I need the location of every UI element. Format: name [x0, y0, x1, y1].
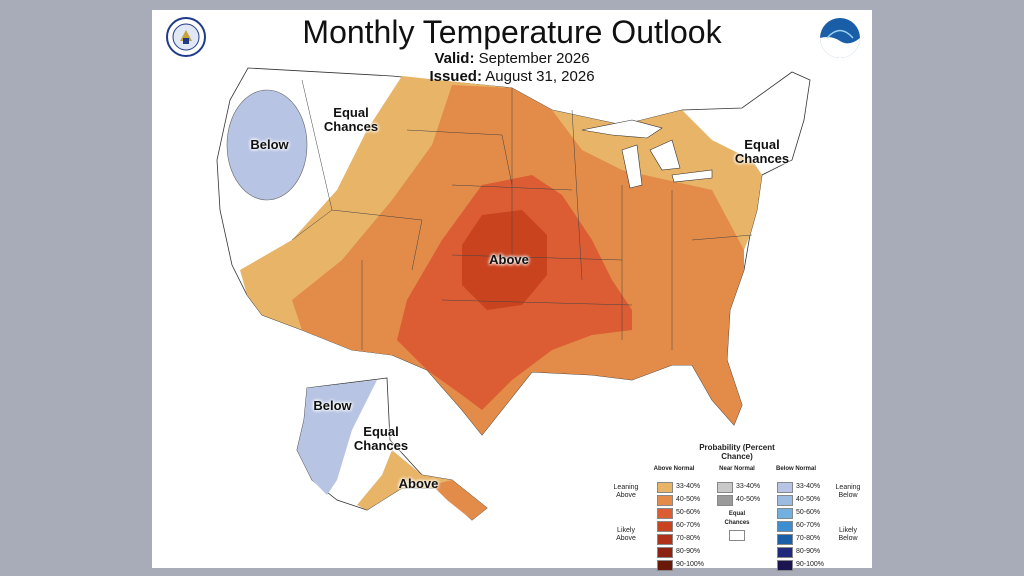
legend-near-swatch: [717, 482, 733, 493]
legend-leaning-below: Leaning Below: [835, 484, 861, 499]
legend-below-swatch: [777, 560, 793, 571]
valid-value: September 2026: [478, 50, 590, 67]
legend-below-swatch: [777, 495, 793, 506]
legend-above-label: 40-50%: [676, 496, 701, 503]
legend-above-swatch: [657, 547, 673, 558]
legend-below-label: 60-70%: [796, 522, 821, 529]
legend-likely-above: Likely Above: [616, 527, 636, 542]
alaska-above-40-50: [432, 480, 487, 520]
legend-equal-chances: Equal Chances: [724, 511, 750, 526]
outlook-panel: Monthly Temperature Outlook Valid: Septe…: [152, 10, 872, 571]
legend-below-swatch: [777, 521, 793, 532]
legend-equal-chances-swatch: [729, 530, 745, 541]
valid-line: Valid: September 2026: [152, 50, 872, 67]
legend-above-swatch: [657, 508, 673, 519]
region-above-60-70: [462, 210, 547, 310]
legend-near-header: Near Normal: [719, 466, 755, 472]
legend-below-header: Below Normal: [775, 466, 816, 472]
legend-below-label: 33-40%: [796, 483, 821, 490]
temperature-outlook-map: [216, 67, 811, 521]
legend-above-swatch: [657, 534, 673, 545]
legend-above-swatch: [657, 482, 673, 493]
label-equal-chances-east: Equal Chances: [734, 137, 790, 166]
alaska-below: [297, 380, 377, 495]
legend-below-label: 40-50%: [796, 496, 821, 503]
label-alaska-equal-chances: Equal Chances: [353, 424, 409, 453]
label-above-central: Above: [489, 252, 529, 267]
label-below-west: Below: [250, 137, 289, 152]
legend-above-label: 80-90%: [676, 548, 701, 555]
legend-above-swatch: [657, 560, 673, 571]
legend-near-swatch: [717, 495, 733, 506]
legend-above-label: 33-40%: [676, 483, 701, 490]
issued-value: August 31, 2026: [485, 68, 595, 85]
legend-below-swatch: [777, 547, 793, 558]
legend-below-label: 80-90%: [796, 548, 821, 555]
legend-below-label: 50-60%: [796, 509, 821, 516]
issued-line: Issued: August 31, 2026: [152, 68, 872, 85]
legend-below-label: 70-80%: [796, 535, 821, 542]
region-below-33-40: [226, 89, 308, 201]
valid-label: Valid:: [434, 50, 475, 67]
great-lakes: [581, 119, 713, 189]
legend-near-label: 33-40%: [736, 483, 761, 490]
legend-below-swatch: [777, 508, 793, 519]
legend-below-swatch: [777, 482, 793, 493]
legend-likely-below: Likely Below: [838, 527, 858, 542]
page-title: Monthly Temperature Outlook: [302, 14, 722, 50]
label-equal-chances-west: Equal Chances: [323, 105, 379, 134]
legend-above-label: 90-100%: [676, 561, 705, 568]
issued-label: Issued:: [429, 68, 482, 85]
legend-leaning-above: Leaning Above: [613, 484, 639, 499]
state-lines: [291, 79, 753, 350]
noaa-logo-icon: [820, 18, 860, 58]
legend-above-swatch: [657, 495, 673, 506]
legend-above-header: Above Normal: [653, 466, 695, 472]
legend-below-label: 90-100%: [796, 561, 825, 568]
legend-below-swatch: [777, 534, 793, 545]
legend-above-swatch: [657, 521, 673, 532]
legend-above-label: 50-60%: [676, 509, 701, 516]
legend-above-label: 70-80%: [676, 535, 701, 542]
label-alaska-above: Above: [398, 476, 439, 491]
label-alaska-below: Below: [313, 398, 352, 413]
legend-above-label: 60-70%: [676, 522, 701, 529]
legend-heading: Probability (Percent Chance): [699, 443, 775, 461]
commerce-seal-icon: [166, 17, 206, 57]
legend-near-label: 40-50%: [736, 496, 761, 503]
